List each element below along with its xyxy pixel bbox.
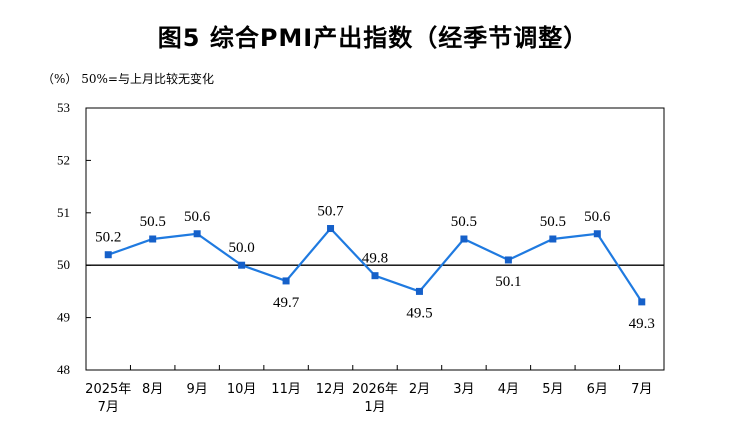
data-point [104, 251, 112, 259]
data-label: 49.7 [273, 295, 300, 311]
xtick-label: 7月 [98, 400, 119, 415]
data-point [549, 235, 557, 243]
xtick-label: 2026年 [352, 382, 398, 397]
data-label: 50.5 [451, 214, 477, 230]
plot-frame [85, 107, 665, 371]
ytick-label: 51 [57, 205, 70, 220]
data-label: 50.2 [95, 230, 121, 246]
data-label: 49.8 [362, 251, 388, 267]
data-label: 50.7 [317, 204, 344, 220]
data-point [504, 256, 512, 264]
data-point [327, 225, 335, 233]
data-point [149, 235, 157, 243]
data-point [415, 287, 423, 295]
xtick-label: 4月 [498, 382, 519, 397]
ytick-label: 53 [57, 100, 70, 115]
data-point [638, 298, 646, 306]
xtick-label: 3月 [453, 382, 474, 397]
data-label: 50.5 [140, 214, 166, 230]
xtick-label: 1月 [364, 400, 385, 415]
xtick-label: 9月 [187, 382, 208, 397]
xtick-label: 11月 [271, 382, 301, 397]
data-point [371, 272, 379, 280]
chart-note: （%） 50%=与上月比较无变化 [42, 72, 214, 86]
data-point [282, 277, 290, 285]
data-label: 49.5 [406, 305, 432, 321]
data-label: 50.6 [184, 209, 211, 225]
xtick-label: 2025年 [85, 382, 131, 397]
data-point [460, 235, 468, 243]
ytick-label: 49 [57, 310, 70, 325]
xtick-label: 12月 [316, 382, 346, 397]
xtick-label: 5月 [542, 382, 563, 397]
data-label: 50.0 [228, 240, 254, 256]
data-point [593, 230, 601, 238]
xtick-label: 10月 [227, 382, 257, 397]
xtick-label: 2月 [409, 382, 430, 397]
xtick-label: 6月 [587, 382, 608, 397]
xtick-label: 7月 [631, 382, 652, 397]
ytick-label: 48 [57, 362, 70, 377]
data-label: 50.5 [540, 214, 566, 230]
xtick-label: 8月 [142, 382, 163, 397]
data-label: 49.3 [629, 316, 655, 332]
data-point [238, 261, 246, 269]
chart-title: 图5 综合PMI产出指数（经季节调整） [157, 24, 589, 52]
data-point [193, 230, 201, 238]
data-label: 50.6 [584, 209, 611, 225]
data-label: 50.1 [495, 274, 521, 290]
ytick-label: 50 [57, 257, 70, 272]
ytick-label: 52 [57, 152, 70, 167]
